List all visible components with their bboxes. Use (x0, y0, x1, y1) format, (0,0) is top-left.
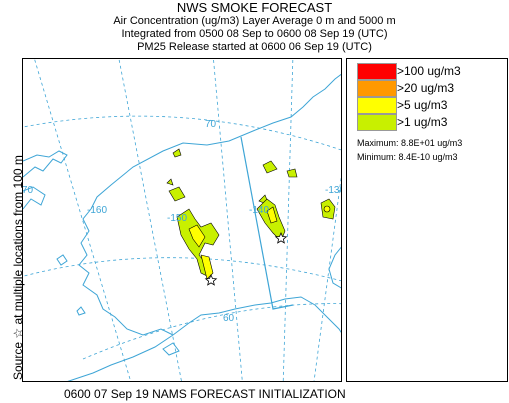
lon-label-130: -130 (325, 185, 342, 196)
smoke-plume (262, 160, 278, 174)
meridian-170 (34, 59, 132, 381)
smoke-plume-core (200, 254, 214, 280)
alaska-south-coast (172, 296, 341, 336)
canada-coast (328, 246, 341, 289)
subtitle-integration: Integrated from 0500 08 Sep to 0600 08 S… (121, 28, 388, 40)
smoke-plume (172, 148, 182, 158)
star-icon (204, 273, 218, 286)
legend-swatch (357, 114, 397, 131)
lon-label-150: -150 (167, 213, 187, 224)
smoke-map: 70 60 -170 -160 -150 -140 -130 (22, 58, 342, 382)
chukotka-coast (23, 186, 46, 210)
meridian-160 (118, 59, 182, 381)
concentration-legend: >100 ug/m3 >20 ug/m3 >5 ug/m3 >1 ug/m3 M… (346, 58, 508, 382)
lat-label-70: 70 (205, 119, 217, 130)
smoke-plume-core (323, 205, 331, 213)
kodiak-island (162, 342, 180, 356)
us-canada-border (240, 136, 294, 310)
alaska-north-coast (90, 73, 341, 210)
graticule-lines (23, 59, 341, 381)
legend-swatch (357, 63, 397, 80)
alaska-west-coast (78, 208, 174, 336)
meridian-140 (282, 59, 294, 381)
source-side-label: Source ☆ at multiple locations from 100 … (0, 58, 25, 382)
lon-label-170: -170 (23, 185, 33, 196)
parallel-70 (23, 115, 341, 151)
legend-swatch (357, 80, 397, 97)
parallel-60 (82, 303, 341, 360)
star-icon (274, 231, 288, 244)
legend-item: >100 ug/m3 (357, 63, 507, 80)
legend-maximum: Maximum: 8.8E+01 ug/m3 (357, 138, 463, 148)
subtitle-release: PM25 Release started at 0600 06 Sep 19 (… (137, 41, 372, 53)
parallel-60-upper (23, 257, 341, 282)
legend-label: >100 ug/m3 (397, 64, 461, 78)
legend-label: >20 ug/m3 (397, 81, 455, 95)
coastlines (23, 73, 341, 381)
map-canvas: 70 60 -170 -160 -150 -140 -130 (23, 59, 342, 381)
graticule-labels: 70 60 -170 -160 -150 -140 -130 (23, 119, 342, 324)
legend-swatch (357, 97, 397, 114)
smoke-plume (166, 178, 174, 186)
legend-item: >20 ug/m3 (357, 80, 507, 97)
lon-label-160: -160 (87, 205, 107, 216)
siberia-coast (23, 150, 68, 178)
subtitle-concentration: Air Concentration (ug/m3) Layer Average … (113, 15, 396, 27)
nunivak-island (76, 306, 86, 316)
lat-label-60: 60 (223, 313, 235, 324)
legend-item: >1 ug/m3 (357, 114, 507, 131)
smoke-plume (168, 186, 186, 202)
smoke-plume (286, 168, 298, 178)
smoke-plume-core (188, 224, 206, 248)
alaska-peninsula (67, 334, 174, 381)
legend-item: >5 ug/m3 (357, 97, 507, 114)
lon-label-140: -140 (249, 205, 269, 216)
legend-label: >5 ug/m3 (397, 98, 448, 112)
forecast-footer: 0600 07 Sep 19 NAMS FORECAST INITIALIZAT… (64, 387, 346, 401)
smoke-plumes (166, 148, 336, 280)
source-markers (204, 231, 288, 286)
smoke-plume-core (266, 206, 278, 224)
meridian-130 (313, 175, 341, 381)
st-lawrence-island (56, 254, 68, 266)
map-title: NWS SMOKE FORECAST (176, 0, 333, 15)
meridian-150 (213, 59, 243, 381)
legend-minimum: Minimum: 8.4E-10 ug/m3 (357, 152, 458, 162)
legend-label: >1 ug/m3 (397, 115, 448, 129)
